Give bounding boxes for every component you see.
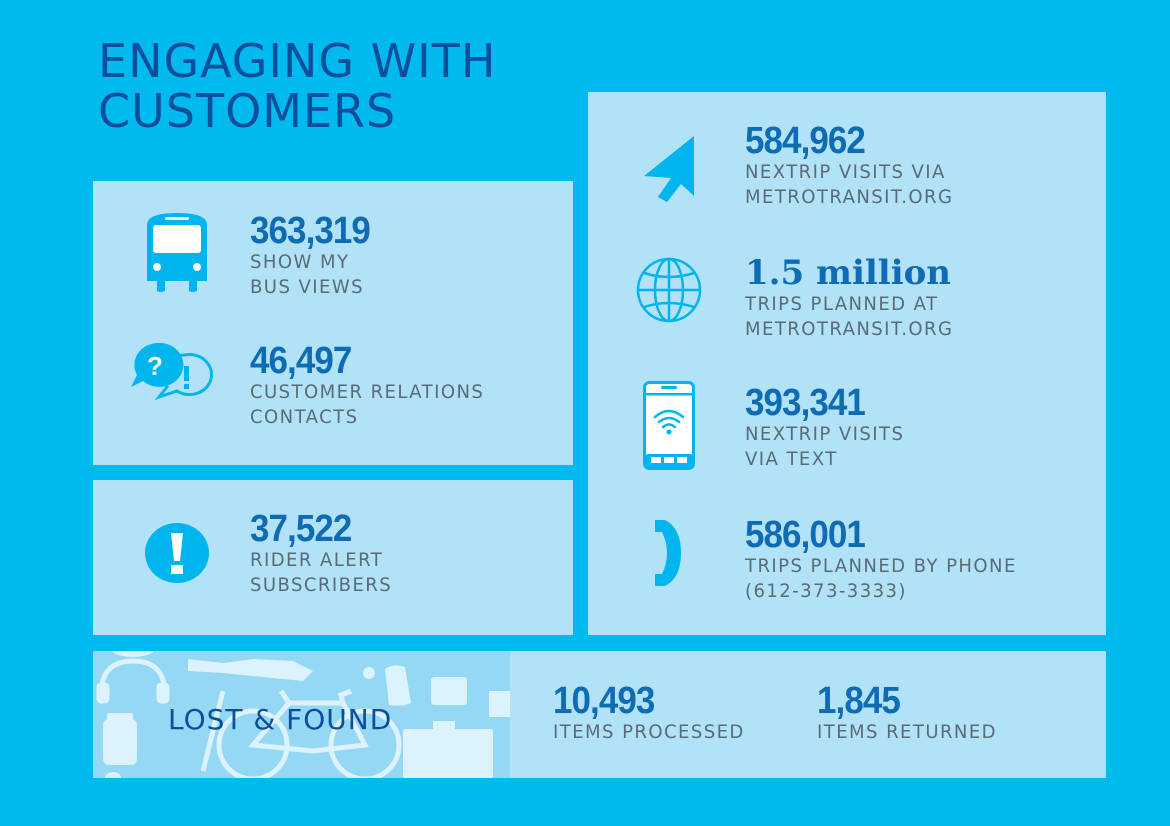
stat-label-line2: METROTRANSIT.ORG — [745, 186, 954, 208]
title-line-2: CUSTOMERS — [98, 84, 397, 138]
stat-rider-alert: 37,522 RIDER ALERT SUBSCRIBERS — [250, 510, 400, 598]
bus-icon — [147, 213, 207, 292]
stat-trips-planned-web: 1.5 million TRIPS PLANNED AT METROTRANSI… — [745, 254, 964, 342]
page-title: ENGAGING WITH CUSTOMERS — [98, 36, 496, 136]
stat-value: 37,522 — [250, 508, 352, 550]
stat-label-line2: BUS VIEWS — [250, 276, 364, 298]
smartphone-wifi-icon — [643, 381, 695, 470]
stat-nextrip-web: 584,962 NEXTRIP VISITS VIA METROTRANSIT.… — [745, 122, 964, 210]
stat-label: ITEMS PROCESSED — [553, 721, 745, 743]
stat-label-line1: TRIPS PLANNED AT — [745, 293, 939, 315]
alert-icon — [145, 523, 209, 583]
stat-label-line1: RIDER ALERT — [250, 549, 384, 571]
stat-value: 10,493 — [553, 680, 655, 722]
lost-items-silhouettes — [96, 651, 510, 778]
lost-items-illustration — [93, 651, 510, 778]
stat-items-returned: 1,845 ITEMS RETURNED — [817, 682, 1006, 745]
stat-value: 46,497 — [250, 340, 352, 382]
stat-label: ITEMS RETURNED — [817, 721, 998, 743]
lost-found-title: LOST & FOUND — [168, 703, 393, 736]
stat-label-line1: NEXTRIP VISITS VIA — [745, 161, 946, 183]
stat-value: 363,319 — [250, 210, 371, 252]
phone-handset-icon — [655, 520, 681, 586]
stat-label-line2: METROTRANSIT.ORG — [745, 318, 954, 340]
stat-label-line2: CONTACTS — [250, 406, 359, 428]
stat-value: 584,962 — [745, 120, 866, 162]
stat-value: 1,845 — [817, 680, 901, 722]
title-line-1: ENGAGING WITH — [98, 34, 497, 88]
stat-label-line2: SUBSCRIBERS — [250, 574, 393, 596]
stat-value: 393,341 — [745, 382, 866, 424]
globe-icon — [636, 257, 702, 323]
cursor-icon — [644, 136, 694, 202]
stat-trips-phone: 586,001 TRIPS PLANNED BY PHONE (612-373-… — [745, 516, 1031, 604]
stat-value: 1.5 million — [745, 253, 952, 293]
stat-label-line1: TRIPS PLANNED BY PHONE — [745, 555, 1017, 577]
stat-label-line1: SHOW MY — [250, 251, 350, 273]
stat-label-line2: VIA TEXT — [745, 448, 838, 470]
stat-customer-relations: 46,497 CUSTOMER RELATIONS CONTACTS — [250, 342, 497, 430]
stat-label-line2: (612-373-3333) — [745, 580, 907, 602]
stat-items-processed: 10,493 ITEMS PROCESSED — [553, 682, 755, 745]
stat-value: 586,001 — [745, 514, 866, 556]
speech-bubbles-icon: ? — [131, 342, 214, 401]
svg-text:?: ? — [147, 351, 163, 381]
stat-label-line1: NEXTRIP VISITS — [745, 423, 905, 445]
stat-nextrip-text: 393,341 NEXTRIP VISITS VIA TEXT — [745, 384, 913, 472]
stat-show-my-bus: 363,319 SHOW MY BUS VIEWS — [250, 212, 380, 300]
stat-label-line1: CUSTOMER RELATIONS — [250, 381, 485, 403]
